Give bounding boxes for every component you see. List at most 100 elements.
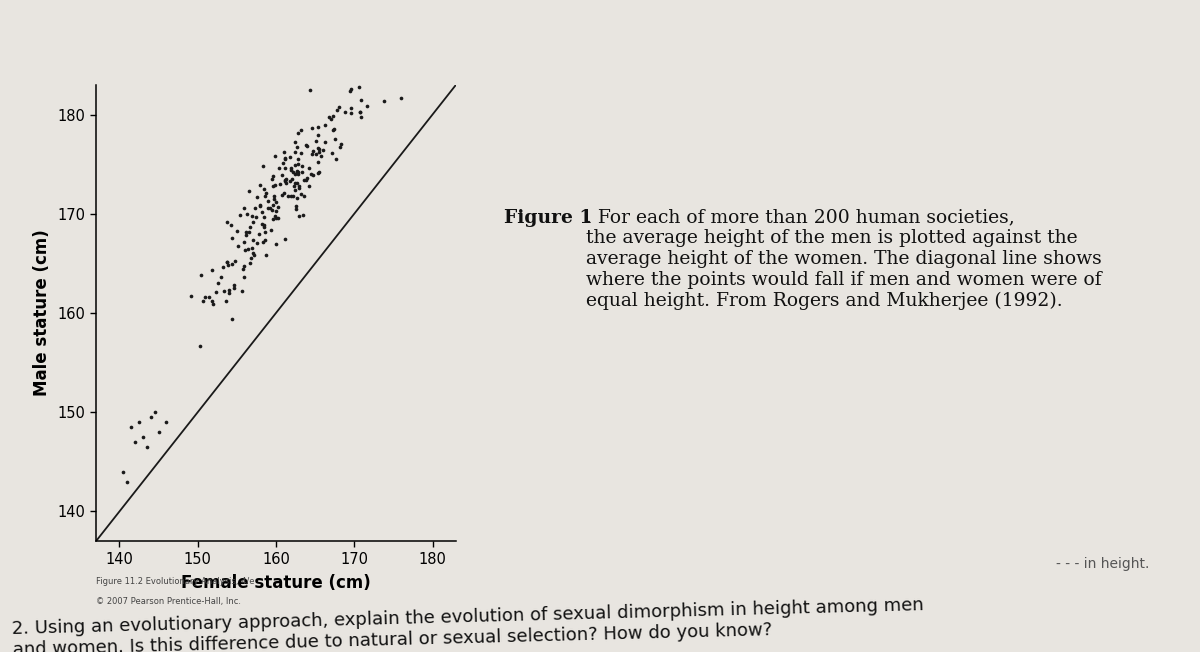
Point [310,144,329,155]
Point [308,156,328,167]
Point [247,211,266,222]
Point [222,314,241,324]
Point [282,163,301,173]
Point [214,262,233,273]
Point [310,147,329,157]
Point [319,111,338,122]
Point [241,253,260,263]
Point [342,108,361,119]
Point [341,84,360,95]
Point [284,181,304,191]
Point [245,250,264,260]
Point [268,213,287,223]
Point [281,165,300,175]
Point [287,204,306,215]
Point [242,211,262,221]
Point [302,123,322,134]
Point [157,417,176,427]
Point [222,259,241,269]
Point [234,271,253,282]
Point [239,186,258,197]
Point [206,287,226,297]
Point [286,169,305,179]
Point [254,212,274,222]
Point [322,114,341,125]
Point [222,220,241,230]
Point [283,190,302,201]
Point [244,248,263,258]
Point [301,85,320,95]
Point [254,235,274,246]
Point [292,161,311,171]
Point [275,163,294,173]
Point [202,265,221,275]
Point [374,95,394,106]
Point [349,82,368,92]
Point [250,200,269,211]
Point [272,170,292,180]
Point [289,183,308,193]
Point [253,237,272,247]
Point [288,158,307,169]
Point [316,137,335,147]
Point [288,154,307,164]
Point [217,257,236,267]
Point [292,125,311,135]
Point [288,166,307,177]
Point [326,154,346,164]
Point [306,149,325,159]
Point [236,230,256,240]
Point [203,295,222,306]
Point [308,168,328,178]
Point [352,112,371,123]
Point [311,151,330,161]
Point [292,148,311,158]
Point [340,86,359,96]
Point [288,166,307,177]
Point [227,226,246,237]
Point [275,154,294,164]
Point [275,147,294,157]
Point [247,192,266,203]
Point [308,142,328,153]
Point [272,158,292,168]
Point [230,209,250,220]
Point [196,292,215,303]
Point [296,174,316,185]
Point [330,102,349,113]
Point [258,203,277,213]
Point [218,260,238,271]
Point [264,194,283,205]
Point [306,136,325,147]
Point [247,237,266,248]
Point [264,191,283,201]
Point [235,203,254,213]
Point [235,261,254,271]
Point [324,123,343,134]
Point [268,201,287,212]
Point [282,174,301,185]
Point [133,432,152,442]
Point [257,188,276,198]
Point [254,222,274,232]
Point [266,180,286,190]
Point [251,200,270,210]
Point [308,121,328,132]
Point [328,104,347,115]
Point [121,422,140,432]
Point [352,95,371,105]
Point [276,178,295,188]
Point [253,160,272,171]
Y-axis label: Male stature (cm): Male stature (cm) [32,230,50,396]
Point [341,102,360,113]
Point [276,173,295,184]
Point [350,107,370,117]
Point [274,188,293,198]
Point [218,285,238,295]
Point [232,286,251,296]
Point [304,170,323,180]
Point [266,197,286,207]
Point [254,220,274,230]
Point [292,167,311,177]
Point [265,211,284,221]
